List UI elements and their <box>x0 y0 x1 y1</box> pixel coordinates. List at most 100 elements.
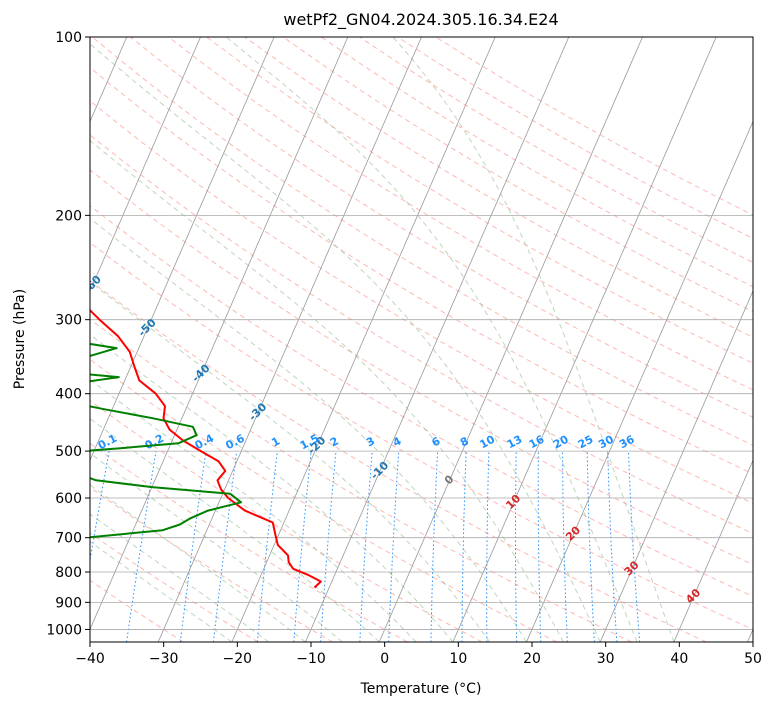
isotherm-label: 10 <box>503 492 523 512</box>
mixing-ratio-label: 0.6 <box>224 432 248 453</box>
dry-adiabat <box>90 486 333 642</box>
x-tick-label: 50 <box>744 651 762 667</box>
moist-adiabat <box>392 37 675 642</box>
y-tick-label: 300 <box>55 313 82 329</box>
isotherm-line <box>526 120 753 642</box>
isotherm-line <box>231 37 496 642</box>
isotherm-line <box>599 289 753 642</box>
dry-adiabat <box>90 442 408 642</box>
mixing-ratio-line <box>430 451 439 642</box>
moist-adiabat <box>90 281 491 642</box>
dry-adiabat <box>90 66 753 475</box>
x-tick-label: 20 <box>523 651 541 667</box>
chart-title: wetPf2_GN04.2024.305.16.34.E24 <box>283 10 558 30</box>
mixing-ratio-line <box>359 451 373 642</box>
dry-adiabat <box>90 532 259 642</box>
isotherm-line <box>157 37 422 642</box>
dry-adiabat <box>359 37 753 264</box>
y-tick-label: 500 <box>55 444 82 460</box>
plot-frame <box>89 36 754 643</box>
y-tick-label: 800 <box>55 565 82 581</box>
mixing-ratio-line <box>126 451 157 642</box>
dry-adiabat <box>90 358 558 642</box>
x-tick-label: 0 <box>380 651 389 667</box>
mixing-ratio-line <box>586 451 595 642</box>
y-tick-label: 100 <box>55 30 82 46</box>
dry-adiabat <box>282 37 753 313</box>
isotherm-label: 40 <box>683 586 703 606</box>
y-tick-label: 700 <box>55 531 82 547</box>
dry-adiabat <box>90 169 753 566</box>
isotherm-label: -30 <box>246 400 269 423</box>
y-tick-label: 900 <box>55 595 82 611</box>
mixing-ratio-label: 25 <box>576 433 596 452</box>
moist-adiabat <box>90 513 269 642</box>
y-tick-label: 600 <box>55 491 82 507</box>
mixing-ratio-label: 0.2 <box>143 432 166 453</box>
moist-adiabat <box>90 139 564 642</box>
grid <box>90 37 753 642</box>
isotherm-label: -70 <box>26 230 49 253</box>
dry-adiabat <box>90 400 483 642</box>
x-tick-label: −10 <box>296 651 326 667</box>
mixing-ratio-line <box>293 451 312 642</box>
dry-adiabat <box>130 37 753 418</box>
dry-adiabat <box>91 37 753 446</box>
y-axis-title: Pressure (hPa) <box>12 289 28 389</box>
y-tick-label: 1000 <box>46 622 82 638</box>
mixing-ratio-line <box>320 451 337 642</box>
mixing-ratio-line <box>562 451 568 642</box>
isotherm-line <box>452 37 717 642</box>
mixing-ratio-label: 10 <box>477 433 497 452</box>
dry-adiabat <box>90 134 753 535</box>
moist-adiabat <box>225 37 638 642</box>
x-tick-label: 10 <box>449 651 467 667</box>
background-lines <box>90 37 753 642</box>
isotherm-line <box>90 37 349 631</box>
mixing-ratio-label: 30 <box>596 433 616 452</box>
mixing-ratio-label: 16 <box>527 433 547 452</box>
x-tick-label: 30 <box>597 651 615 667</box>
dry-adiabat <box>244 37 753 338</box>
x-axis: −40 −30 −20 −10 0 10 20 30 40 50 <box>75 642 762 667</box>
x-tick-label: −40 <box>75 651 105 667</box>
moist-adiabat <box>90 43 601 642</box>
isotherm-line <box>90 37 275 462</box>
moist-adiabat <box>90 484 306 642</box>
isotherm-label: -60 <box>81 273 104 296</box>
dry-adiabat <box>90 100 753 504</box>
isotherm-line <box>305 37 570 642</box>
dry-adiabat <box>320 37 753 288</box>
dry-adiabat <box>90 318 632 642</box>
x-tick-label: −30 <box>149 651 179 667</box>
x-tick-label: 40 <box>670 651 688 667</box>
mixing-ratio-line <box>256 451 278 642</box>
isotherm-label: -40 <box>189 361 212 384</box>
mixing-ratio-label: 6 <box>430 434 443 449</box>
temperature-profile <box>90 308 322 589</box>
mixing-ratio-line <box>486 451 490 642</box>
moist-adiabat <box>90 334 454 642</box>
y-tick-label: 200 <box>55 208 82 224</box>
moist-adiabat <box>90 378 417 642</box>
dry-adiabat <box>90 241 753 630</box>
moist-adiabat <box>90 418 380 642</box>
dry-adiabat <box>90 204 753 598</box>
mixing-ratio-line <box>628 451 641 642</box>
moist-adiabat <box>90 540 233 642</box>
series-lines <box>90 308 322 589</box>
mixing-ratio-label: 13 <box>505 433 525 452</box>
dry-adiabat <box>90 579 184 642</box>
mixing-ratio-label: 20 <box>551 433 571 452</box>
moist-adiabat <box>90 217 527 642</box>
isotherm-line <box>747 628 753 642</box>
mixing-ratio-label: 2 <box>328 434 341 449</box>
mixing-ratio-line <box>179 451 207 642</box>
mixing-ratio-label: 3 <box>364 434 377 449</box>
mixing-ratio-label: 36 <box>617 433 637 452</box>
isotherm-line <box>378 37 643 642</box>
isotherm-label: 20 <box>563 523 583 543</box>
y-tick-label: 400 <box>55 387 82 403</box>
isotherm-line <box>90 37 201 292</box>
